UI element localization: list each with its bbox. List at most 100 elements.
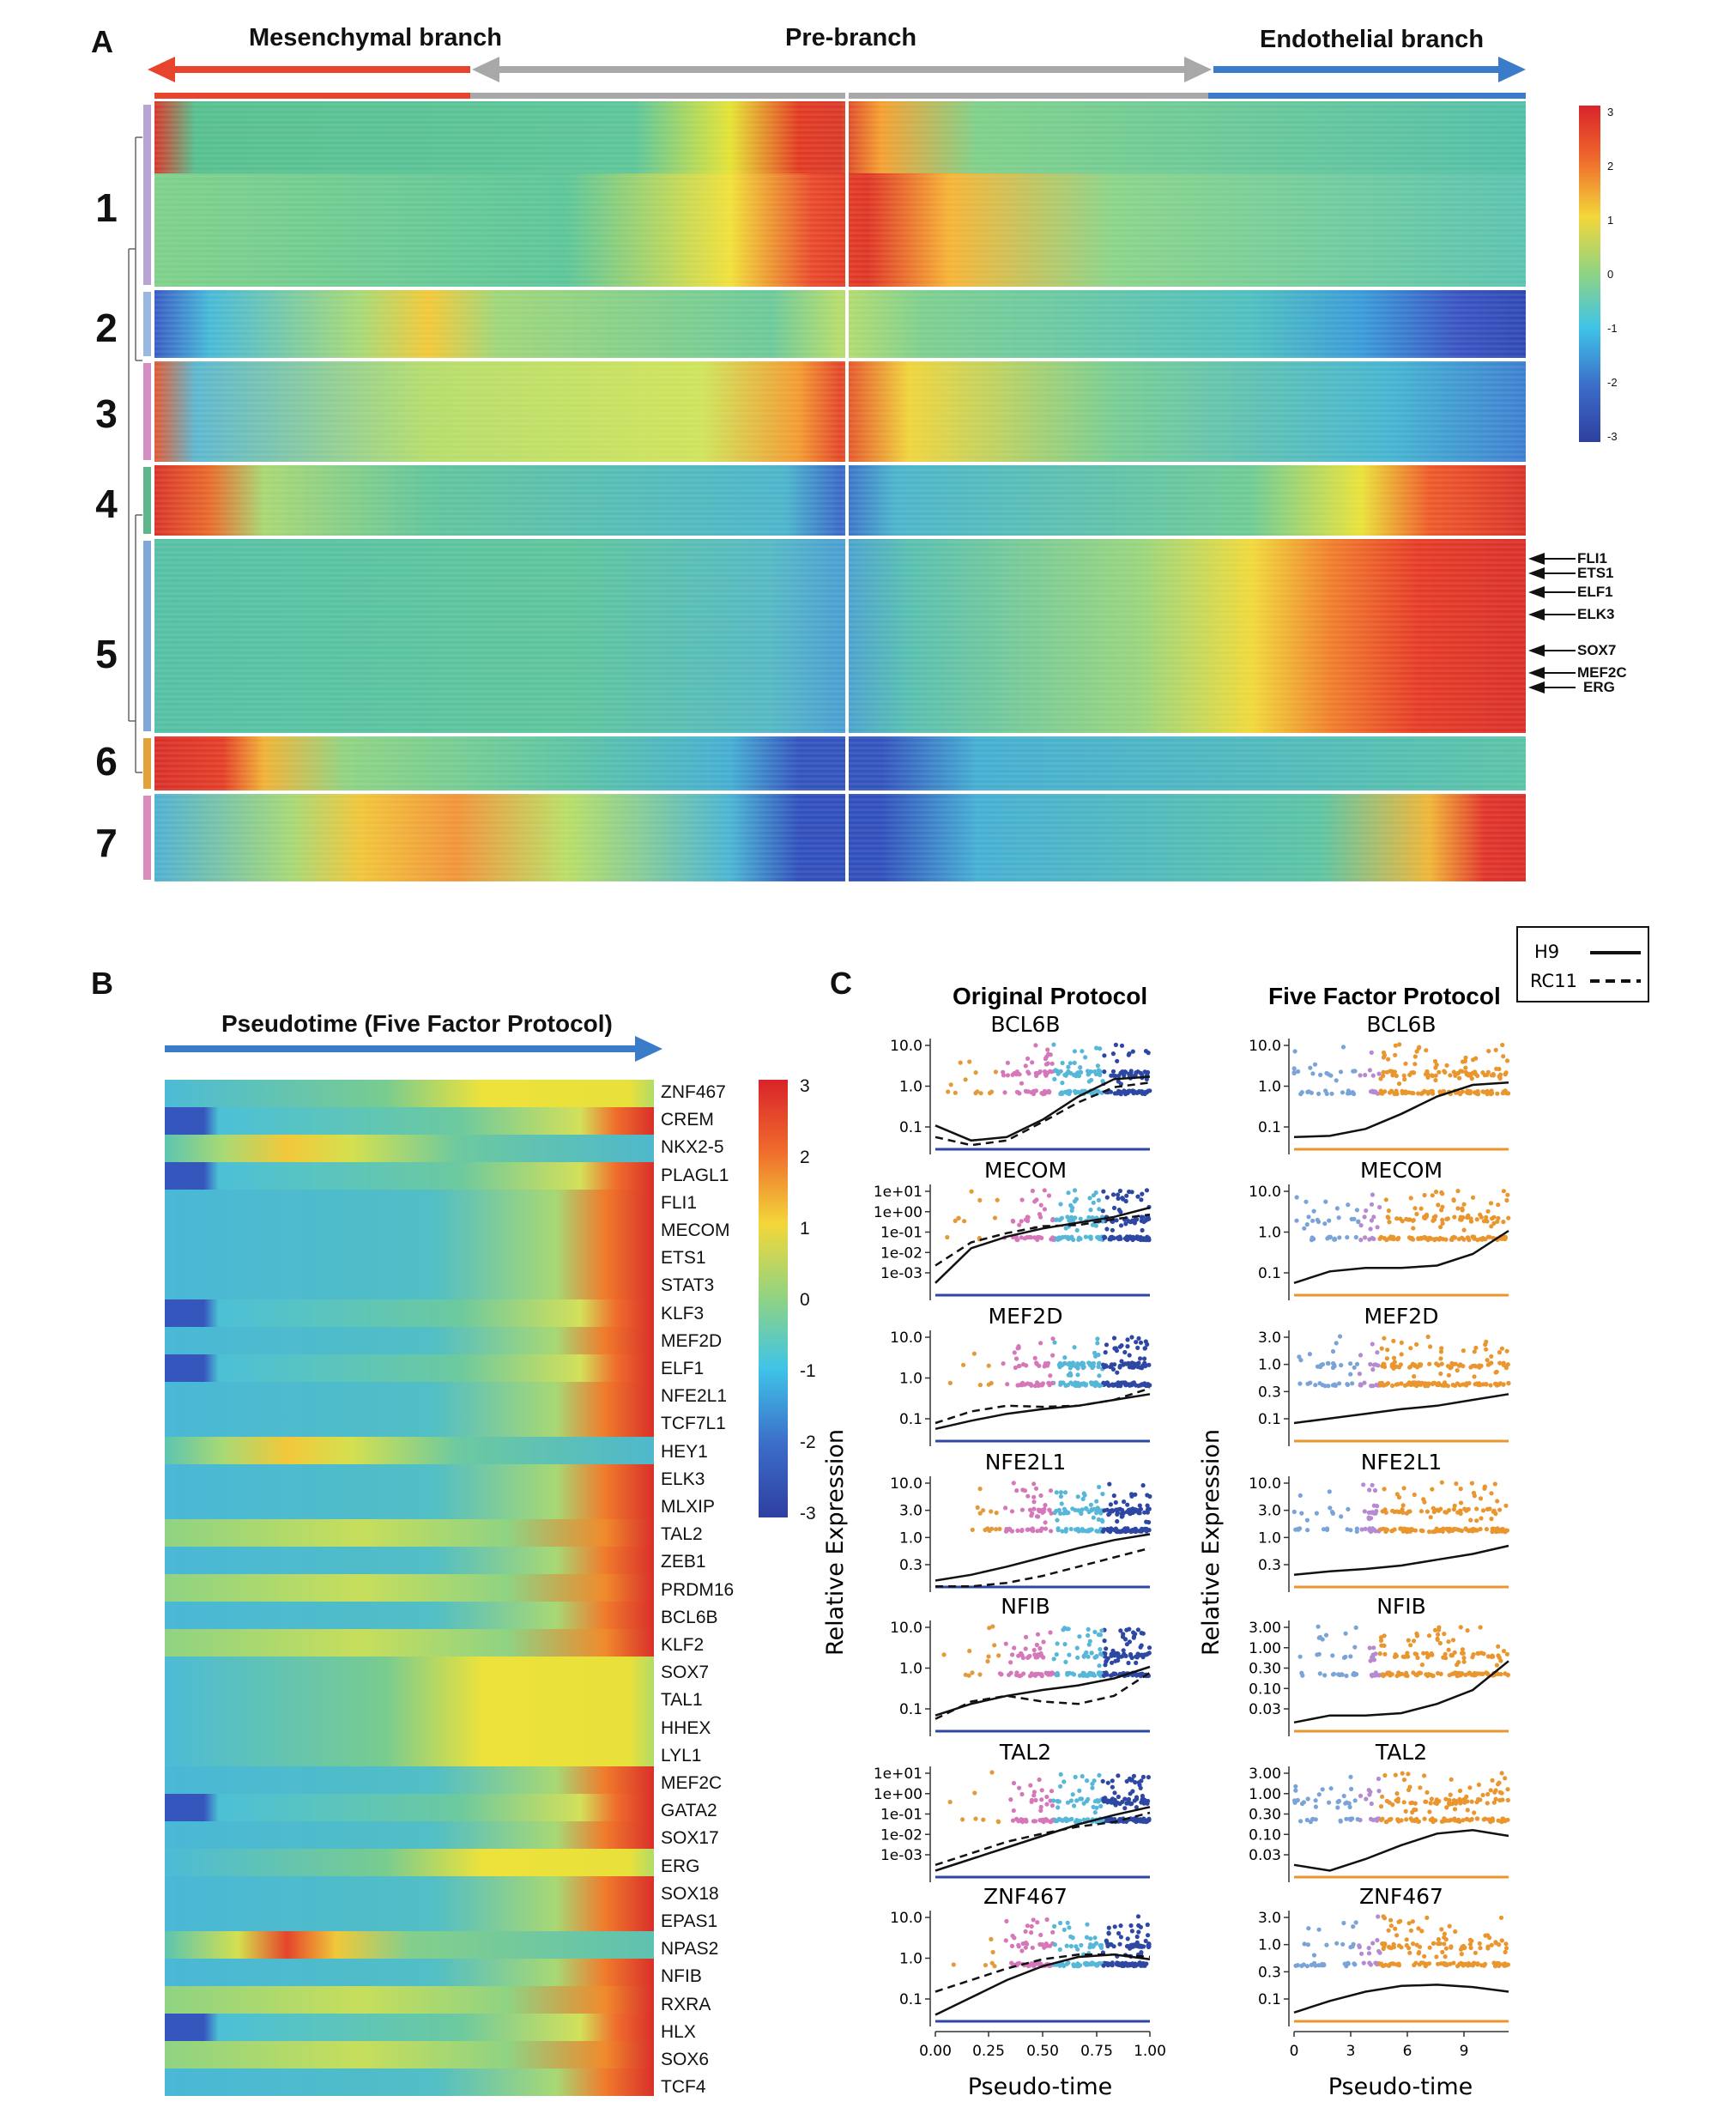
subplot-left-mecom: MECOM 1e+01 1e+00 1e-01 1e-02 1e-03: [874, 1158, 1152, 1300]
subplot-left-mef2d: MEF2D 10.0 1.0 0.1: [890, 1304, 1152, 1446]
scatter-points: [947, 1770, 1152, 1825]
h9-curve: [1293, 1229, 1509, 1284]
x-tick-label: 1.00: [1134, 2043, 1166, 2060]
cluster-label-2: 2: [95, 306, 118, 350]
colorbar-a-tick: 1: [1607, 214, 1614, 227]
y-tick-label: 1e-02: [880, 1826, 922, 1844]
rc11-curve: [935, 1213, 1151, 1267]
scatter-points: [1294, 1189, 1511, 1243]
pseudotime-arrow: [165, 1036, 662, 1062]
cluster-label-7: 7: [95, 821, 118, 865]
cluster-label-6: 6: [95, 739, 118, 784]
y-tick-label: 0.30: [1249, 1661, 1281, 1678]
row-cluster-strip: [143, 105, 151, 880]
x-tick-label: 6: [1403, 2043, 1412, 2060]
heatmap-a: [128, 93, 1576, 881]
y-tick-label: 1e+01: [874, 1766, 922, 1783]
y-tick-label: 10.0: [890, 1910, 922, 1927]
rc11-curve: [935, 1953, 1151, 1993]
subplot-left-nfib: NFIB 10.0 1.0 0.1: [890, 1594, 1152, 1736]
y-tick-label: 0.1: [899, 1411, 922, 1428]
subplot-gene-title: NFIB: [1001, 1594, 1050, 1619]
colorbar-b: [759, 1080, 788, 1517]
y-tick-label: 0.1: [1258, 1991, 1281, 2008]
endothelial-bar: [1208, 93, 1526, 99]
subplot-gene-title: NFE2L1: [1361, 1450, 1443, 1475]
gene-label-b: ETS1: [661, 1248, 706, 1269]
subplot-left-bcl6b: BCL6B 10.0 1.0 0.1: [890, 1012, 1152, 1154]
x-tick-label: 0.75: [1080, 2043, 1113, 2060]
y-tick-label: 0.3: [1258, 1964, 1281, 1981]
colorbar-b-tick: 2: [800, 1148, 810, 1167]
cluster-label-5: 5: [95, 632, 118, 676]
marker-arrows: [1528, 553, 1576, 694]
gene-label-b: TCF7L1: [661, 1414, 726, 1434]
ylabel-left: Relative Expression: [822, 1429, 849, 1656]
x-tick-label: 9: [1460, 2043, 1469, 2060]
gene-label-b: TCF4: [661, 2077, 706, 2098]
gene-label-b: KLF3: [661, 1303, 705, 1323]
scatter-points: [970, 1481, 1152, 1535]
row-texture: [154, 101, 1526, 881]
gene-label-b: HEY1: [661, 1441, 708, 1462]
y-tick-label: 3.0: [1258, 1910, 1281, 1927]
gene-label-b: NFIB: [661, 1966, 702, 1987]
colorbar-a: [1579, 106, 1600, 442]
protocol-title-original: Original Protocol: [953, 983, 1147, 1009]
legend-box: [1516, 926, 1649, 1002]
gene-label-b: NKX2-5: [661, 1137, 724, 1158]
marker-elf1: ELF1: [1577, 584, 1613, 600]
subplots: BCL6B 10.0 1.0 0.1 MECOM 1e+01 1e+00 1e-01 1e-02…: [874, 1012, 1511, 2060]
colorbar-a-tick: -3: [1607, 430, 1618, 443]
h9-curve: [1293, 1660, 1509, 1724]
gene-label-b: TAL2: [661, 1524, 703, 1545]
gene-label-b: MEF2C: [661, 1773, 723, 1793]
y-tick-label: 3.00: [1249, 1620, 1281, 1637]
gene-label-b: ZNF467: [661, 1082, 726, 1102]
subplot-left-tal2: TAL2 1e+01 1e+00 1e-01 1e-02 1e-03: [874, 1740, 1152, 1882]
gene-label-b: CREM: [661, 1110, 714, 1130]
panel-label-a: A: [91, 24, 113, 59]
scatter-points: [947, 1335, 1152, 1389]
y-tick-label: 10.0: [1249, 1184, 1281, 1201]
h9-curve: [1293, 1829, 1509, 1872]
scatter-points: [1293, 1914, 1510, 1969]
gene-label-b: MLXIP: [661, 1497, 716, 1517]
heatmap-b-rows: [165, 1080, 654, 2096]
subplot-right-znf467: ZNF467 3.0 1.0 0.3 0.1: [1258, 1884, 1510, 2026]
gene-label-b: RXRA: [661, 1994, 711, 2014]
gene-label-b: MEF2D: [661, 1330, 723, 1351]
cluster-label-3: 3: [95, 391, 118, 436]
colorbar-b-tick: -3: [800, 1504, 816, 1523]
y-tick-label: 1.0: [899, 1529, 922, 1547]
x-tick-label: 0.25: [972, 2043, 1005, 2060]
subplot-right-mef2d: MEF2D 3.0 1.0 0.3 0.1: [1258, 1304, 1511, 1446]
subplot-left-nfe2l1: NFE2L1 10.0 3.0 1.0 0.3: [890, 1450, 1152, 1592]
subplot-gene-title: MECOM: [984, 1158, 1067, 1183]
y-tick-label: 0.1: [899, 1701, 922, 1718]
y-tick-label: 0.3: [1258, 1384, 1281, 1401]
y-tick-label: 0.1: [1258, 1411, 1281, 1428]
h9-curve: [935, 1665, 1151, 1717]
gene-label-b: LYL1: [661, 1745, 702, 1766]
mesenchymal-bar: [154, 93, 470, 99]
gene-label-b: SOX17: [661, 1828, 719, 1849]
subplot-gene-title: BCL6B: [1366, 1012, 1436, 1037]
marker-elk3: ELK3: [1577, 606, 1615, 622]
y-tick-label: 1.0: [899, 1661, 922, 1678]
heatmap-b: [165, 1080, 654, 2096]
h9-curve: [935, 1533, 1151, 1582]
y-tick-label: 3.0: [1258, 1330, 1281, 1347]
marker-erg: ERG: [1583, 679, 1615, 695]
subplot-gene-title: MEF2D: [989, 1304, 1063, 1329]
gene-label-b: NPAS2: [661, 1939, 719, 1959]
scatter-points: [951, 1914, 1152, 1969]
pre-branch-label: Pre-branch: [785, 24, 917, 51]
ylabel-right: Relative Expression: [1198, 1429, 1225, 1656]
rc11-curve: [935, 1671, 1151, 1720]
x-tick-label: 0: [1290, 2043, 1299, 2060]
y-tick-label: 1.0: [1258, 1225, 1281, 1242]
gene-label-b: ZEB1: [661, 1552, 706, 1572]
subplot-gene-title: MEF2D: [1364, 1304, 1439, 1329]
x-tick-label: 3: [1346, 2043, 1356, 2060]
